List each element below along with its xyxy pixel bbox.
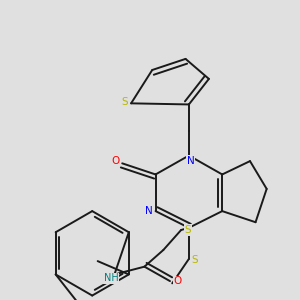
Text: N: N bbox=[145, 206, 153, 216]
Text: O: O bbox=[111, 156, 120, 166]
Text: O: O bbox=[173, 276, 182, 286]
Text: S: S bbox=[192, 255, 198, 265]
Text: S: S bbox=[184, 225, 191, 235]
Text: NH: NH bbox=[104, 273, 119, 284]
Text: N: N bbox=[187, 156, 194, 166]
Text: S: S bbox=[122, 97, 128, 107]
